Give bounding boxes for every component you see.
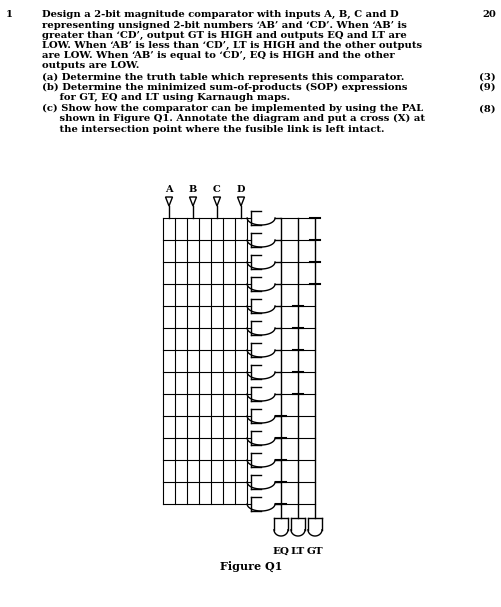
Polygon shape bbox=[165, 197, 172, 206]
Text: A: A bbox=[165, 185, 172, 194]
Polygon shape bbox=[189, 197, 196, 206]
Text: Figure Q1: Figure Q1 bbox=[219, 561, 282, 572]
Text: EQ: EQ bbox=[272, 547, 289, 556]
Text: representing unsigned 2-bit numbers ‘AB’ and ‘CD’. When ‘AB’ is: representing unsigned 2-bit numbers ‘AB’… bbox=[42, 21, 406, 30]
Text: shown in Figure Q1. Annotate the diagram and put a cross (X) at: shown in Figure Q1. Annotate the diagram… bbox=[42, 114, 424, 123]
Text: 1: 1 bbox=[6, 10, 13, 19]
Text: outputs are LOW.: outputs are LOW. bbox=[42, 61, 139, 70]
Polygon shape bbox=[237, 197, 244, 206]
Text: for GT, EQ and LT using Karnaugh maps.: for GT, EQ and LT using Karnaugh maps. bbox=[42, 93, 290, 102]
Text: (c) Show how the comparator can be implemented by using the PAL: (c) Show how the comparator can be imple… bbox=[42, 104, 422, 114]
Text: B: B bbox=[188, 185, 197, 194]
Text: the intersection point where the fusible link is left intact.: the intersection point where the fusible… bbox=[42, 124, 384, 134]
Text: GT: GT bbox=[306, 547, 323, 556]
Text: LT: LT bbox=[290, 547, 305, 556]
Text: C: C bbox=[213, 185, 220, 194]
Text: LOW. When ‘AB’ is less than ‘CD’, LT is HIGH and the other outputs: LOW. When ‘AB’ is less than ‘CD’, LT is … bbox=[42, 41, 421, 50]
Text: (b) Determine the minimized sum-of-products (SOP) expressions: (b) Determine the minimized sum-of-produ… bbox=[42, 83, 407, 92]
Text: 20: 20 bbox=[481, 10, 495, 19]
Text: (8): (8) bbox=[478, 104, 495, 113]
Text: (a) Determine the truth table which represents this comparator.: (a) Determine the truth table which repr… bbox=[42, 72, 404, 81]
Text: greater than ‘CD’, output GT is HIGH and outputs EQ and LT are: greater than ‘CD’, output GT is HIGH and… bbox=[42, 31, 406, 39]
Text: are LOW. When ‘AB’ is equal to ‘CD’, EQ is HIGH and the other: are LOW. When ‘AB’ is equal to ‘CD’, EQ … bbox=[42, 51, 394, 60]
Polygon shape bbox=[213, 197, 220, 206]
Text: D: D bbox=[236, 185, 244, 194]
Text: Design a 2-bit magnitude comparator with inputs A, B, C and D: Design a 2-bit magnitude comparator with… bbox=[42, 10, 398, 19]
Text: (3): (3) bbox=[478, 72, 495, 81]
Text: (9): (9) bbox=[478, 83, 495, 92]
